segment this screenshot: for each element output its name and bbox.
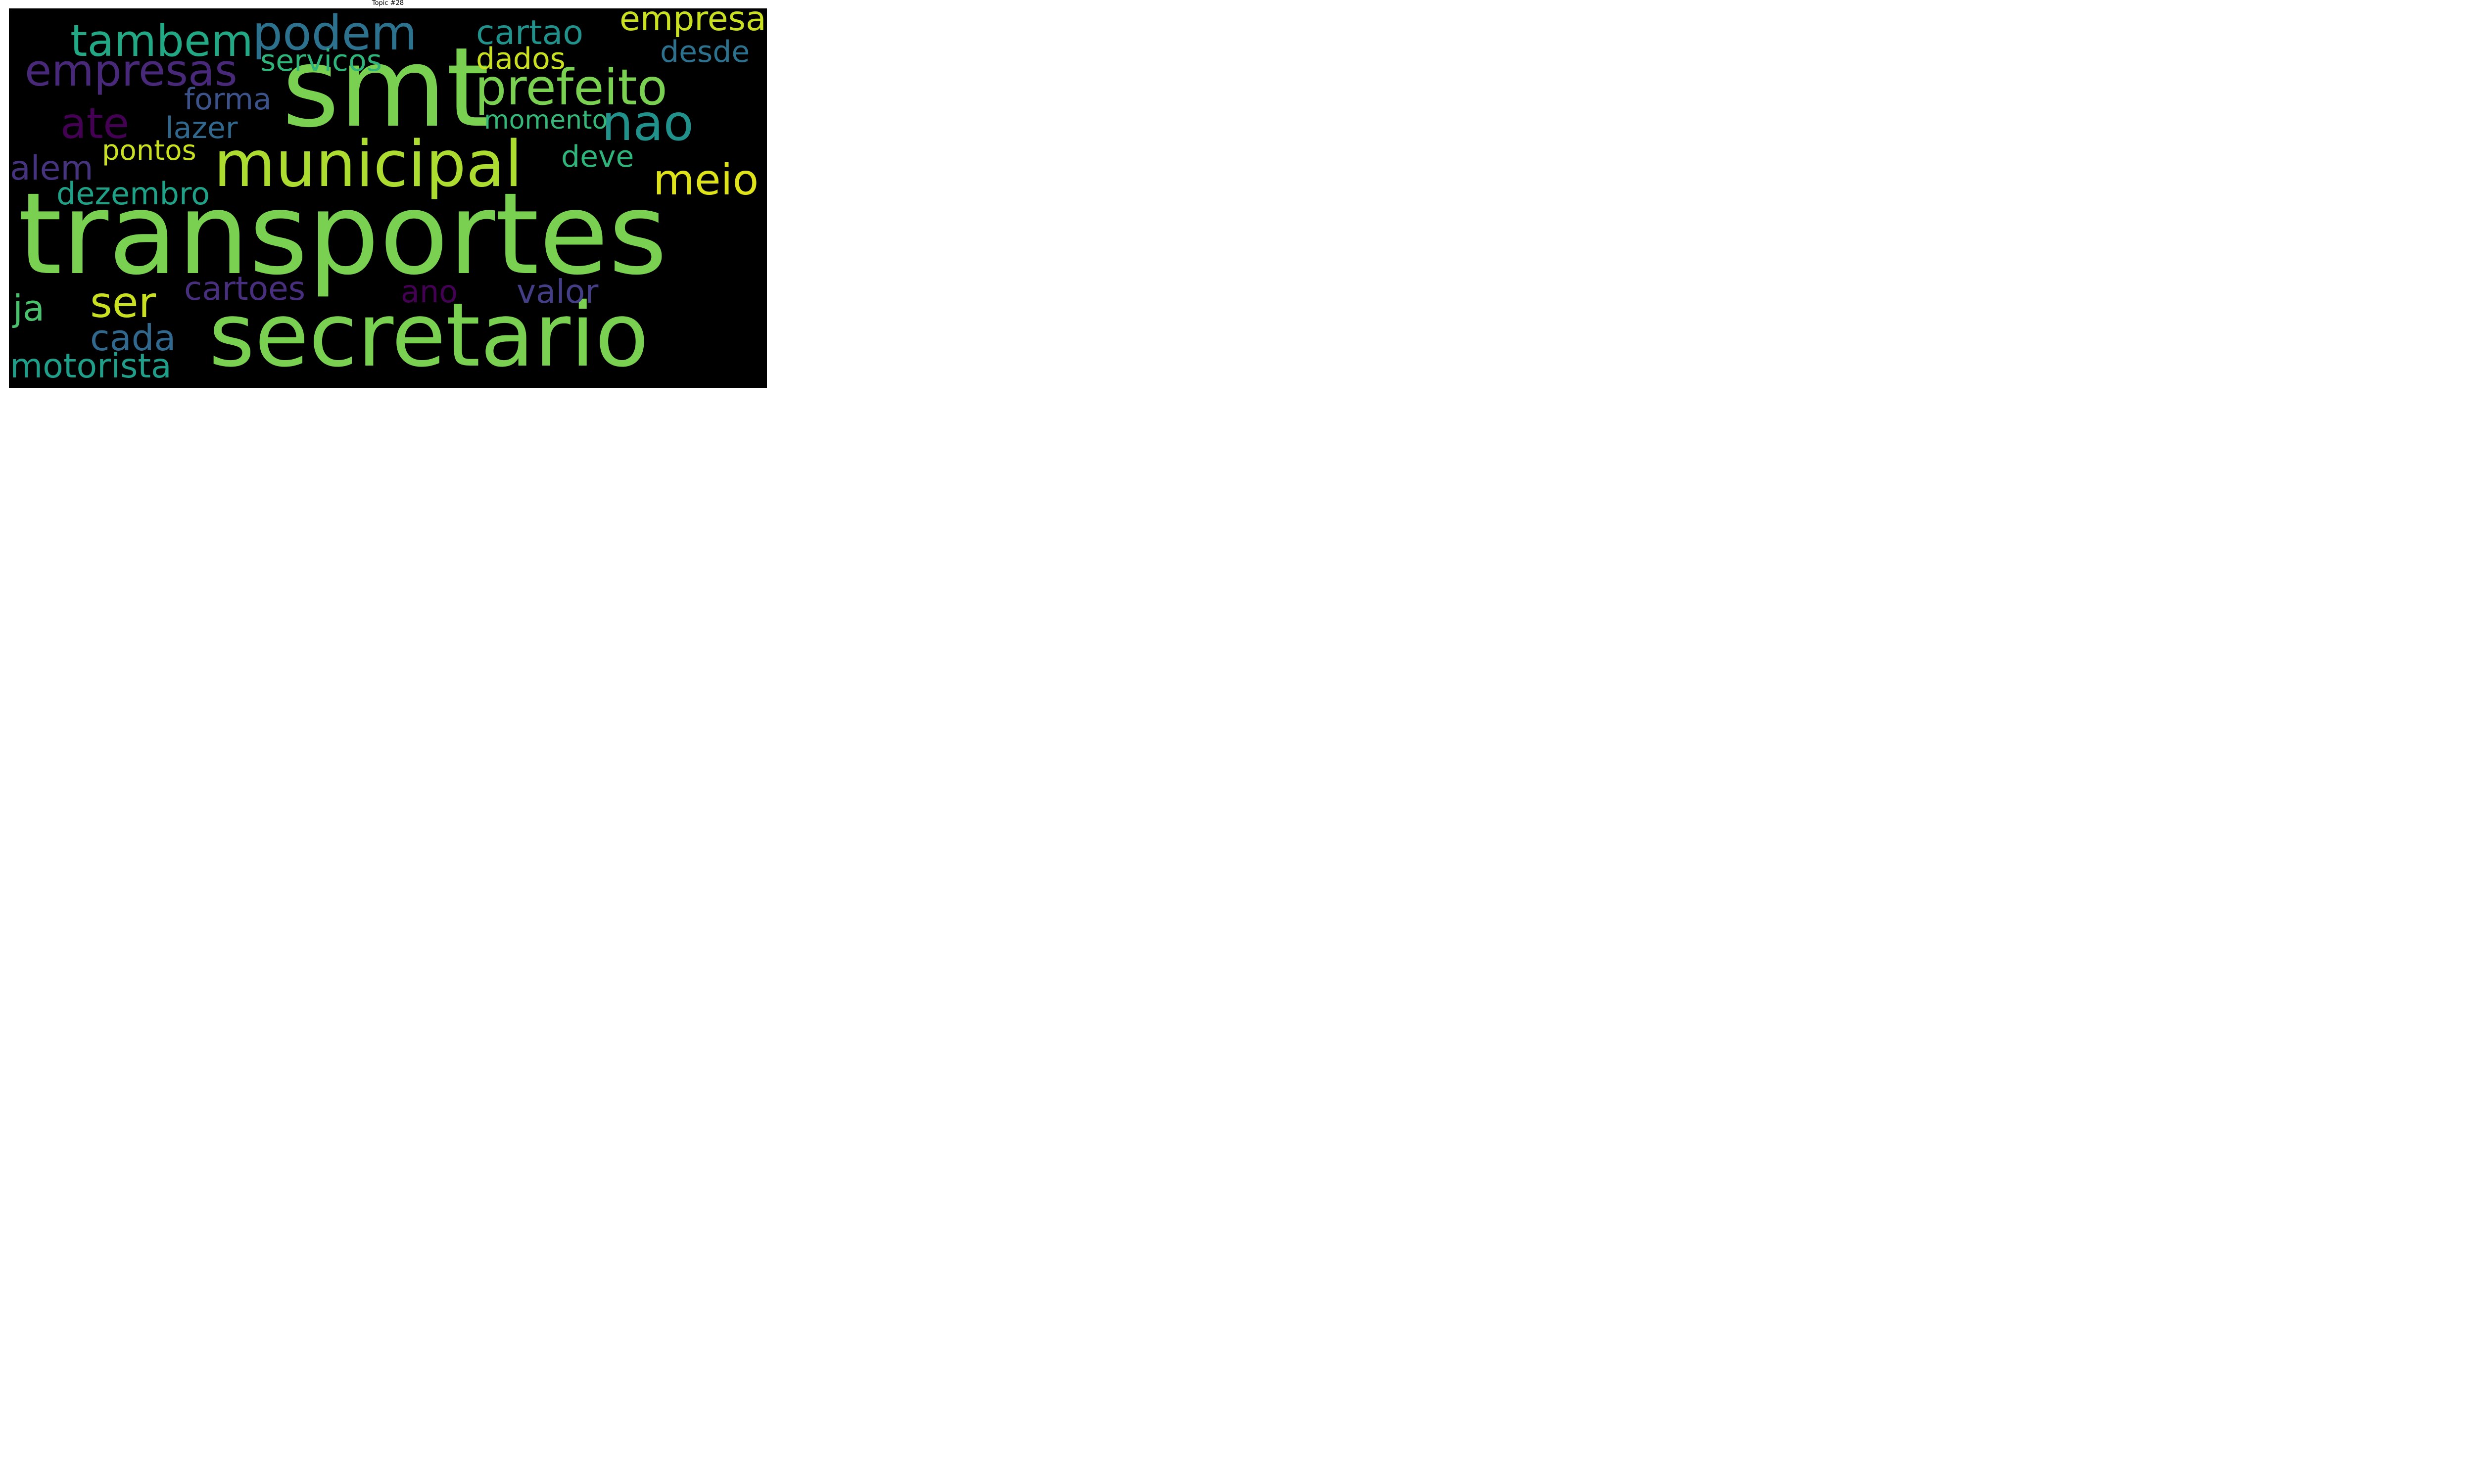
wordcloud-canvas: transportes smt secretario municipal pod… bbox=[9, 8, 767, 388]
word-smt: smt bbox=[282, 24, 489, 152]
word-municipal: municipal bbox=[214, 128, 523, 201]
word-dezembro: dezembro bbox=[56, 176, 210, 212]
word-lazer: lazer bbox=[165, 111, 238, 145]
word-dados: dados bbox=[476, 42, 566, 76]
word-podem: podem bbox=[252, 8, 418, 61]
word-ate: ate bbox=[60, 99, 130, 148]
word-ano: ano bbox=[401, 274, 458, 310]
word-desde: desde bbox=[660, 35, 750, 69]
word-nao: nao bbox=[602, 94, 694, 152]
word-cada: cada bbox=[90, 317, 176, 359]
word-valor: valor bbox=[517, 273, 599, 311]
wordcloud-figure: Topic #28 transportes smt secretario mun… bbox=[0, 0, 776, 388]
word-prefeito: prefeito bbox=[475, 58, 667, 116]
word-secretario: secretario bbox=[209, 284, 649, 386]
word-meio: meio bbox=[653, 155, 759, 205]
word-pontos: pontos bbox=[102, 135, 196, 167]
word-transportes: transportes bbox=[18, 168, 667, 300]
word-deve: deve bbox=[561, 139, 634, 174]
word-motorista: motorista bbox=[10, 347, 172, 386]
word-servicos: servicos bbox=[260, 44, 382, 78]
word-empresas: empresas bbox=[25, 45, 238, 96]
word-cartoes: cartoes bbox=[184, 270, 306, 308]
word-ser: ser bbox=[90, 278, 156, 327]
word-cartao: cartao bbox=[476, 13, 583, 52]
word-momento: momento bbox=[484, 105, 608, 135]
word-alem: alem bbox=[10, 149, 94, 188]
figure-title: Topic #28 bbox=[372, 0, 404, 7]
word-empresa: empresa bbox=[619, 8, 766, 39]
word-ja: ja bbox=[13, 287, 45, 329]
word-forma: forma bbox=[184, 82, 272, 117]
word-tambem: tambem bbox=[70, 15, 253, 66]
